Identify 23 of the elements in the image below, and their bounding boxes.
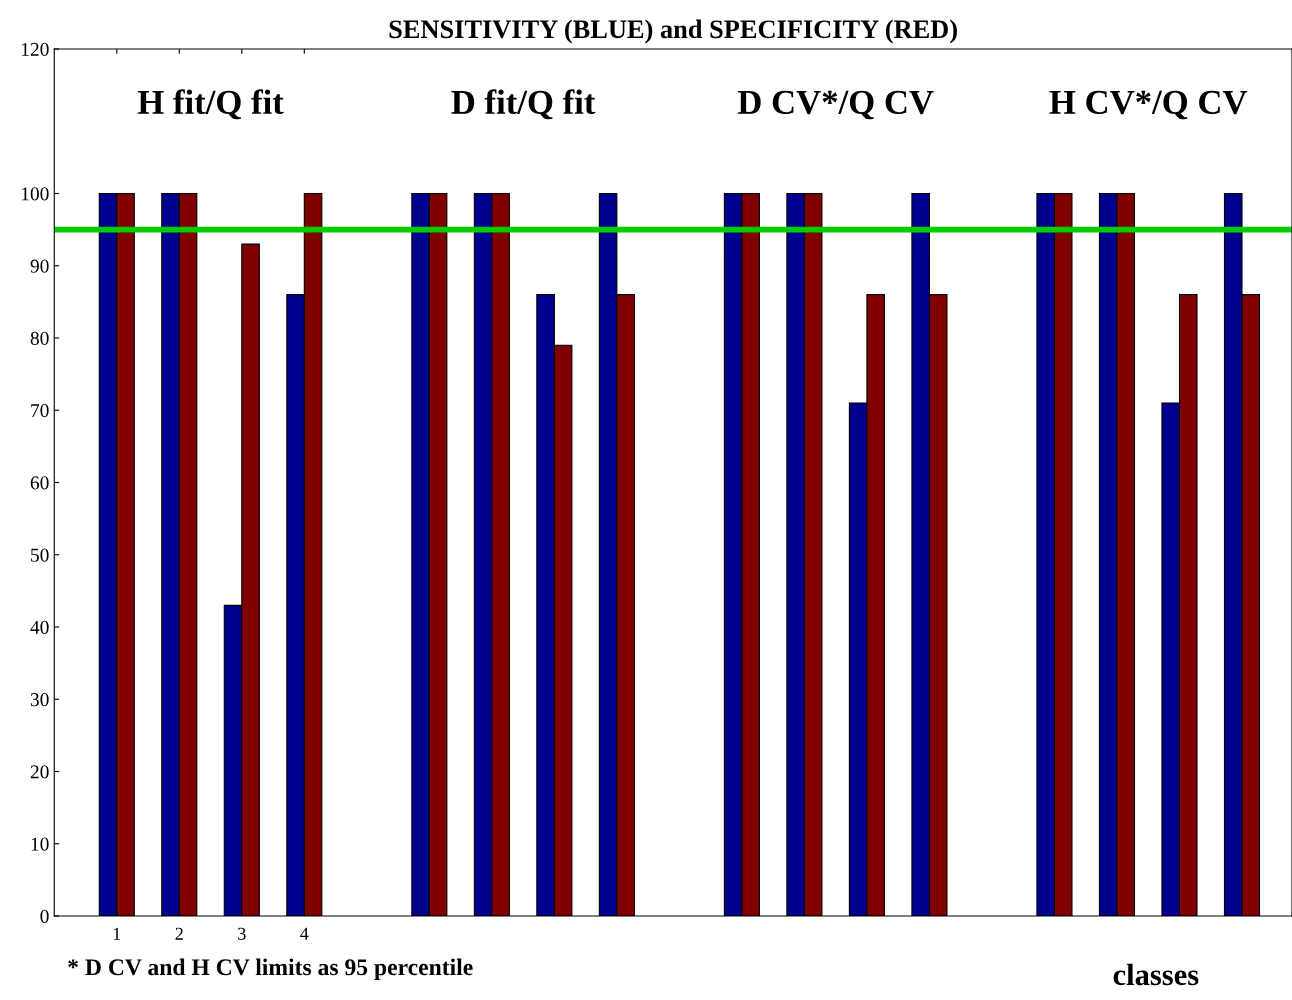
y-tick-label: 50	[31, 548, 49, 562]
y-tick-label: 60	[30, 476, 49, 490]
y-tick-label: 90	[30, 259, 49, 273]
x-tick-label: 3	[238, 927, 246, 940]
y-tick-label: 70	[31, 404, 49, 418]
y-tick-label: 80	[30, 331, 49, 345]
y-tick-label: 30	[30, 693, 49, 707]
annotation: H fit/Q fit	[137, 89, 284, 120]
x-tick-label: 1	[113, 927, 121, 940]
text: * D CV and H CV limits as 95 percentile	[68, 958, 473, 980]
x-tick-label: 2	[175, 927, 183, 940]
y-tick-label: 40	[30, 620, 49, 634]
chart-title: SENSITIVITY (BLUE) and SPECIFICITY (RED)	[389, 19, 957, 44]
y-tick-label: 10	[31, 837, 49, 851]
y-tick-label: 100	[21, 187, 49, 201]
x-axis-title: classes	[1113, 963, 1199, 986]
annotation: H CV*/Q CV	[1049, 90, 1248, 120]
annotation: D CV*/Q CV	[737, 90, 934, 120]
y-tick-label: 120	[21, 42, 49, 56]
annotation: D fit/Q fit	[451, 89, 596, 120]
x-tick-label: 4	[300, 927, 309, 940]
y-tick-label: 0	[40, 909, 49, 923]
y-tick-label: 20	[30, 765, 49, 779]
